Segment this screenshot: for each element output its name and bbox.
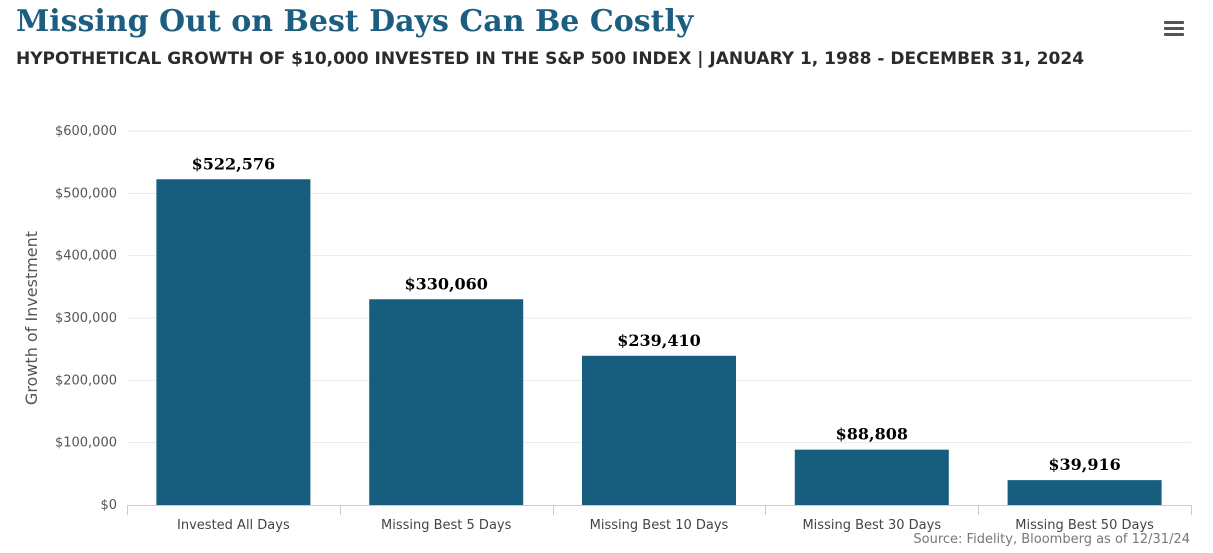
data-label: $88,808 [836,425,908,444]
bar[interactable] [1007,480,1162,505]
bar[interactable] [582,355,736,505]
data-label: $39,916 [1048,455,1120,474]
x-tick-label: Missing Best 30 Days [802,518,941,533]
x-tick-label: Missing Best 50 Days [1015,518,1154,533]
y-tick-label: $600,000 [55,124,117,139]
y-tick-label: $400,000 [55,249,117,264]
bar[interactable] [794,449,949,505]
chart-subtitle: HYPOTHETICAL GROWTH OF $10,000 INVESTED … [16,49,1085,69]
y-tick-label: $200,000 [55,373,117,388]
source-note: Source: Fidelity, Bloomberg as of 12/31/… [913,532,1190,547]
bar[interactable] [156,179,311,505]
y-tick-label: $100,000 [55,436,117,451]
y-axis-label: Growth of Investment [22,231,41,405]
y-tick-label: $0 [100,498,117,513]
x-tick-label: Invested All Days [177,518,290,533]
x-tick-label: Missing Best 10 Days [590,518,729,533]
y-tick-label: $500,000 [55,186,117,201]
hamburger-menu-icon[interactable] [1160,16,1188,42]
data-label: $522,576 [192,154,276,173]
chart-title: Missing Out on Best Days Can Be Costly [16,4,694,39]
y-tick-label: $300,000 [55,311,117,326]
data-label: $239,410 [617,331,701,350]
data-label: $330,060 [404,274,488,293]
x-tick-label: Missing Best 5 Days [381,518,512,533]
bar[interactable] [369,299,524,505]
